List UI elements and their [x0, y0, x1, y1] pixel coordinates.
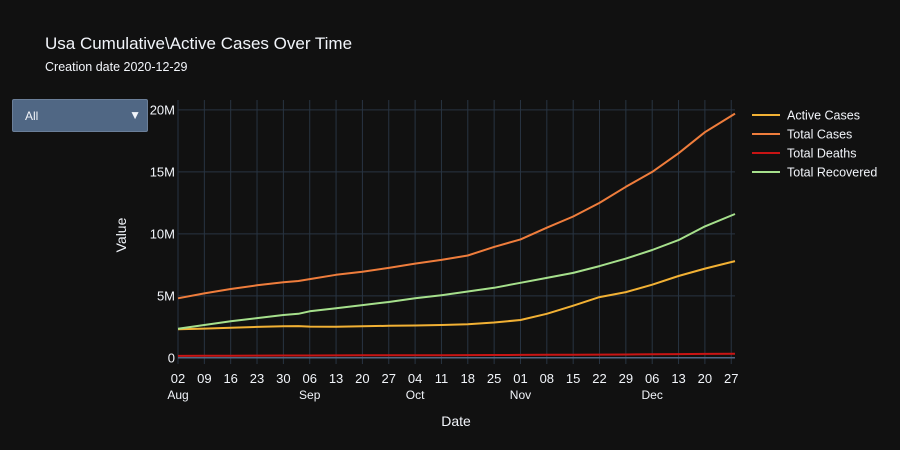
x-tick-label: 06	[302, 371, 316, 386]
x-tick-labels: 02 Aug 09 16 23 30 06 Sep 13 20 27 04 Oct 11 18 25 01 Nov…	[167, 371, 738, 402]
x-tick-label: 22	[592, 371, 606, 386]
y-tick-label: 0	[168, 350, 175, 365]
y-tick-label: 20M	[150, 102, 175, 117]
y-tick-labels: 0 5M 10M 15M 20M	[150, 102, 175, 365]
y-tick-label: 10M	[150, 226, 175, 241]
x-tick-month-label: Oct	[406, 388, 425, 402]
y-gridlines	[178, 109, 735, 359]
x-tick-month-label: Sep	[299, 388, 321, 402]
x-tick-label: 30	[276, 371, 290, 386]
series-filter-dropdown[interactable]: All ▼	[12, 99, 148, 132]
x-tick-month-label: Aug	[167, 388, 188, 402]
series-lines	[177, 112, 736, 357]
x-tick-label: 13	[329, 371, 343, 386]
x-tick-label: 01	[513, 371, 527, 386]
chart-title: Usa Cumulative\Active Cases Over Time	[45, 34, 353, 53]
x-tick-label: 27	[724, 371, 738, 386]
legend: Active Cases Total Cases Total Deaths Total…	[752, 109, 877, 180]
legend-label: Total Deaths	[787, 147, 856, 161]
series-line-active-cases	[177, 260, 736, 331]
chart-subtitle: Creation date 2020-12-29	[45, 60, 188, 74]
x-tick-label: 20	[698, 371, 712, 386]
legend-item[interactable]: Total Deaths	[752, 147, 856, 161]
x-axis-title: Date	[441, 413, 471, 429]
x-tick-label: 02	[171, 371, 185, 386]
x-tick-label: 15	[566, 371, 580, 386]
legend-item[interactable]: Active Cases	[752, 109, 860, 123]
series-line-total-deaths	[177, 352, 736, 357]
triangle-down-icon[interactable]: ▼	[129, 108, 141, 122]
x-tick-label: 09	[197, 371, 211, 386]
x-tick-label: 29	[619, 371, 633, 386]
x-tick-label: 16	[223, 371, 237, 386]
x-tick-month-label: Dec	[642, 388, 663, 402]
series-line-total-cases	[177, 112, 736, 300]
x-tick-label: 08	[540, 371, 554, 386]
x-tick-label: 27	[382, 371, 396, 386]
x-gridlines	[177, 100, 732, 364]
x-tick-label: 20	[355, 371, 369, 386]
y-tick-label: 5M	[157, 288, 175, 303]
y-axis-title: Value	[113, 217, 129, 252]
x-tick-label: 18	[461, 371, 475, 386]
x-tick-label: 25	[487, 371, 501, 386]
y-tick-label: 15M	[150, 164, 175, 179]
series-line-total-recovered	[177, 213, 736, 330]
legend-label: Total Recovered	[787, 166, 877, 180]
x-tick-label: 11	[435, 371, 449, 386]
x-tick-month-label: Nov	[510, 388, 531, 402]
x-tick-label: 23	[250, 371, 264, 386]
legend-label: Active Cases	[787, 109, 860, 123]
x-tick-label: 06	[645, 371, 659, 386]
x-tick-label: 13	[671, 371, 685, 386]
legend-item[interactable]: Total Recovered	[752, 166, 877, 180]
dropdown-selected-value: All	[25, 109, 39, 123]
legend-label: Total Cases	[787, 128, 852, 142]
legend-item[interactable]: Total Cases	[752, 128, 852, 142]
x-tick-label: 04	[408, 371, 422, 386]
